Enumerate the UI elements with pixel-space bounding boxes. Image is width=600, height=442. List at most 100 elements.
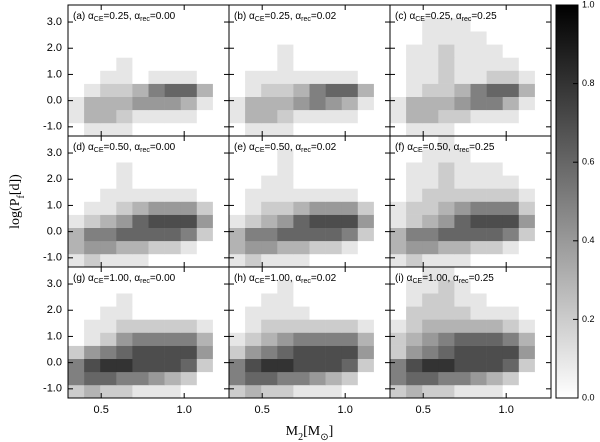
heat-cell bbox=[454, 5, 471, 19]
heat-cell bbox=[486, 201, 503, 215]
heat-cell bbox=[341, 83, 359, 97]
heat-cell bbox=[502, 240, 520, 255]
heat-cell bbox=[390, 240, 407, 255]
heat-cell bbox=[454, 267, 471, 281]
heat-cell bbox=[148, 162, 165, 176]
heat-cell bbox=[293, 201, 310, 215]
heat-cell bbox=[212, 214, 230, 228]
heat-cell bbox=[390, 162, 407, 176]
label-part: (i) α bbox=[395, 273, 413, 284]
heat-cell bbox=[68, 136, 85, 150]
heat-cell bbox=[212, 122, 230, 137]
heat-cell bbox=[341, 332, 359, 346]
label-subscript: CE bbox=[413, 147, 423, 154]
heat-cell bbox=[422, 214, 439, 228]
heat-cell bbox=[534, 201, 552, 215]
heat-cell bbox=[164, 188, 181, 202]
heat-cell bbox=[534, 384, 552, 399]
label-part: (a) α bbox=[73, 11, 94, 22]
heat-cell bbox=[164, 70, 181, 84]
y-tick-label: 0.0 bbox=[47, 357, 62, 369]
heat-cell bbox=[518, 122, 536, 137]
heat-cell bbox=[277, 5, 294, 19]
heat-cell bbox=[438, 18, 455, 32]
heat-cell bbox=[518, 136, 536, 150]
heat-cell bbox=[518, 5, 536, 19]
heat-cell bbox=[470, 319, 487, 333]
heat-cell bbox=[502, 188, 520, 202]
heat-cell bbox=[422, 240, 439, 255]
heat-cell bbox=[180, 280, 198, 294]
heat-cell bbox=[132, 18, 149, 32]
heat-cell bbox=[196, 96, 214, 111]
heat-cell bbox=[180, 253, 198, 268]
heat-cell bbox=[68, 44, 85, 58]
heat-cell bbox=[325, 358, 342, 373]
heat-cell bbox=[245, 136, 262, 150]
heat-cell bbox=[293, 44, 310, 58]
label-part: =1.00, α bbox=[104, 273, 141, 284]
heat-cell bbox=[132, 214, 149, 228]
heat-cell bbox=[245, 253, 262, 268]
heat-cell bbox=[470, 175, 487, 189]
heat-cell bbox=[245, 83, 262, 97]
heat-cell bbox=[196, 70, 214, 84]
label-subscript: f bbox=[16, 195, 27, 199]
heat-cell bbox=[502, 96, 520, 111]
heat-cell bbox=[245, 70, 262, 84]
heat-cell bbox=[518, 332, 536, 346]
heat-cell bbox=[470, 162, 487, 176]
heat-cell bbox=[100, 384, 117, 399]
heat-cell bbox=[100, 44, 117, 58]
heat-cell bbox=[534, 240, 552, 255]
heat-cell bbox=[148, 70, 165, 84]
heat-cell bbox=[534, 253, 552, 268]
heat-cell bbox=[390, 293, 407, 307]
heat-cell bbox=[261, 371, 278, 386]
heat-cell bbox=[116, 280, 133, 294]
heat-cell bbox=[116, 83, 133, 97]
label-subscript: rec bbox=[462, 16, 472, 23]
heat-cell bbox=[486, 31, 503, 45]
heat-cell bbox=[196, 18, 214, 32]
heat-cell bbox=[438, 293, 455, 307]
heat-cell bbox=[180, 267, 198, 281]
heat-cell bbox=[454, 175, 471, 189]
heat-cell bbox=[406, 345, 423, 359]
heat-cell bbox=[325, 136, 342, 150]
heat-cell bbox=[212, 83, 230, 97]
y-tick-label: 2.0 bbox=[47, 173, 62, 185]
heat-cell bbox=[357, 280, 375, 294]
heat-cell bbox=[502, 175, 520, 189]
heat-cell bbox=[229, 31, 246, 45]
heat-cell bbox=[438, 122, 455, 137]
heat-cell bbox=[486, 57, 503, 71]
heat-cell bbox=[229, 5, 246, 19]
heat-cell bbox=[116, 371, 133, 386]
heat-cell bbox=[486, 136, 503, 150]
heat-cell bbox=[341, 18, 359, 32]
heat-cell bbox=[518, 57, 536, 71]
heat-cell bbox=[390, 345, 407, 359]
heat-cell bbox=[390, 214, 407, 228]
heat-cell bbox=[261, 162, 278, 176]
heat-cell bbox=[196, 44, 214, 58]
heat-cell bbox=[245, 371, 262, 386]
heat-cell bbox=[470, 253, 487, 268]
heat-cell bbox=[357, 18, 375, 32]
heat-cell bbox=[100, 109, 117, 124]
heat-cell bbox=[486, 319, 503, 333]
heat-cell bbox=[180, 162, 198, 176]
heat-cell bbox=[534, 31, 552, 45]
heat-cell bbox=[390, 188, 407, 202]
heat-cell bbox=[357, 109, 375, 124]
heat-cell bbox=[164, 57, 181, 71]
heat-cell bbox=[406, 31, 423, 45]
heat-cell bbox=[261, 5, 278, 19]
heat-cell bbox=[180, 5, 198, 19]
heat-cell bbox=[261, 96, 278, 111]
heat-cell bbox=[148, 18, 165, 32]
heat-cell bbox=[116, 253, 133, 268]
heat-cell bbox=[486, 293, 503, 307]
heat-cell bbox=[84, 175, 101, 189]
